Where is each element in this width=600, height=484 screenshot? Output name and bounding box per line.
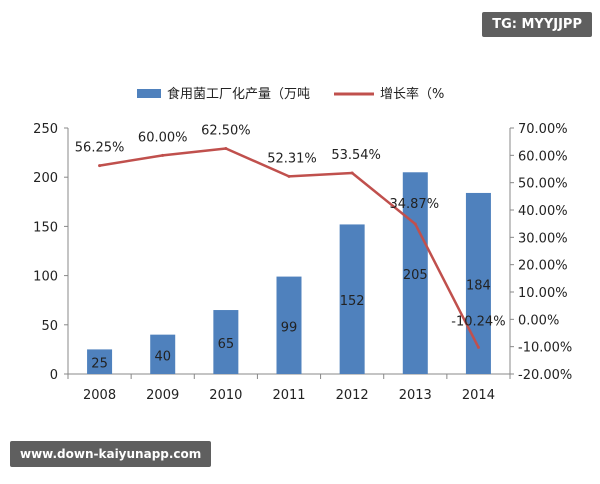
y-right-tick-label: -10.00% xyxy=(518,341,572,356)
bar xyxy=(87,349,113,374)
y-left-tick-label: 150 xyxy=(33,220,58,235)
legend-swatch-bars xyxy=(137,89,161,98)
line-point xyxy=(413,222,417,226)
line-value-label: 34.87% xyxy=(389,197,439,212)
axes: 0 50 100 150 200 250 -20.00% -10.00% 0.00% 10.00%… xyxy=(33,122,572,403)
legend-label-line: 增长率（% xyxy=(380,86,444,102)
bar xyxy=(276,276,302,374)
bar-value-label: 65 xyxy=(218,337,235,352)
y-right-tick-label: 70.00% xyxy=(518,122,568,137)
bar-value-label: 40 xyxy=(154,349,171,364)
line-value-label: 52.31% xyxy=(267,151,317,166)
y-right-tick-label: -20.00% xyxy=(518,368,572,383)
x-tick-label: 2011 xyxy=(272,388,305,403)
x-tick-label: 2008 xyxy=(83,388,116,403)
y-left-tick-label: 200 xyxy=(33,171,58,186)
x-tick-label: 2009 xyxy=(146,388,179,403)
y-left-tick-label: 50 xyxy=(41,319,58,334)
bar-series xyxy=(87,172,491,374)
y-left-tick-label: 250 xyxy=(33,122,58,137)
bar-value-label: 184 xyxy=(466,278,491,293)
data-labels: 25 40 65 99 152 205 184 56.25% 60.00% 62.50% 52.31… xyxy=(75,124,506,372)
x-tick-label: 2014 xyxy=(462,388,495,403)
y-right-tick-label: 30.00% xyxy=(518,231,568,246)
bar xyxy=(465,192,491,374)
bar xyxy=(402,172,428,374)
y-right-tick-label: 0.00% xyxy=(518,313,559,328)
y-right-tick-label: 40.00% xyxy=(518,204,568,219)
line-series xyxy=(98,147,480,349)
line-value-label: 62.50% xyxy=(201,124,251,139)
y-right-tick-label: 20.00% xyxy=(518,259,568,274)
line-value-label: 53.54% xyxy=(331,148,381,163)
legend: 食用菌工厂化产量（万吨 增长率（% xyxy=(137,86,444,102)
bar xyxy=(213,310,239,374)
watermark-bottom: www.down-kaiyunapp.com xyxy=(10,441,212,467)
line-point xyxy=(287,174,291,178)
line-value-label: -10.24% xyxy=(451,314,505,329)
bar xyxy=(150,334,176,374)
bar-value-label: 99 xyxy=(281,320,298,335)
line-point xyxy=(350,171,354,175)
watermark-top: TG: MYYJJPP xyxy=(482,12,592,37)
bar xyxy=(339,224,365,374)
line-value-label: 60.00% xyxy=(138,130,188,145)
bar-value-label: 152 xyxy=(340,294,365,309)
bar-value-label: 205 xyxy=(403,268,428,283)
y-right-tick-label: 10.00% xyxy=(518,286,568,301)
y-right-tick-label: 60.00% xyxy=(518,149,568,164)
legend-label-bars: 食用菌工厂化产量（万吨 xyxy=(167,86,310,102)
y-left-tick-label: 0 xyxy=(50,368,58,383)
x-tick-label: 2010 xyxy=(209,388,242,403)
bar-value-label: 25 xyxy=(91,357,108,372)
line-point xyxy=(98,164,102,168)
line-point xyxy=(161,153,165,157)
line-point xyxy=(476,345,480,349)
x-tick-label: 2012 xyxy=(336,388,369,403)
y-right-tick-label: 50.00% xyxy=(518,177,568,192)
line-point xyxy=(224,147,228,150)
y-left-tick-label: 100 xyxy=(33,270,58,285)
line-value-label: 56.25% xyxy=(75,141,125,156)
x-tick-label: 2013 xyxy=(399,388,432,403)
